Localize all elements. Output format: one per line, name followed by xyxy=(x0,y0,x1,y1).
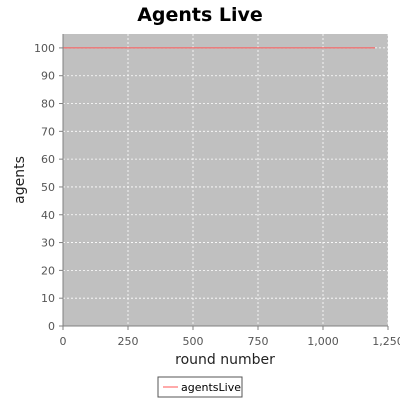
x-tick-label: 0 xyxy=(60,335,67,348)
legend-box xyxy=(157,376,243,398)
y-tick-label: 80 xyxy=(41,98,55,111)
plot-area xyxy=(63,34,388,326)
y-tick-label: 20 xyxy=(41,264,55,277)
y-tick-label: 70 xyxy=(41,125,55,138)
x-axis-label: round number xyxy=(175,352,275,368)
x-tick-label: 750 xyxy=(248,335,269,348)
legend-label-agentsLive: agentsLive xyxy=(181,381,241,394)
axes xyxy=(59,34,389,330)
y-tick-label: 50 xyxy=(41,181,55,194)
y-tick-label: 90 xyxy=(41,70,55,83)
x-tick-label: 1,000 xyxy=(307,335,339,348)
y-tick-label: 40 xyxy=(41,209,55,222)
legend: agentsLive xyxy=(157,376,243,398)
chart-title: Agents Live xyxy=(137,4,263,26)
y-tick-label: 100 xyxy=(34,42,55,55)
y-tick-label: 10 xyxy=(41,292,55,305)
y-axis-label: agents xyxy=(12,156,28,204)
y-tick-label: 60 xyxy=(41,153,55,166)
grid xyxy=(63,34,389,326)
x-tick-label: 1,250 xyxy=(372,335,400,348)
x-tick-label: 250 xyxy=(118,335,139,348)
y-tick-label: 30 xyxy=(41,237,55,250)
y-tick-label: 0 xyxy=(48,320,55,333)
x-tick-label: 500 xyxy=(183,335,204,348)
tick-labels: 0 250 500 750 1,000 1,250 0 10 20 30 40 50 60 70 80 90 1… xyxy=(34,42,400,348)
